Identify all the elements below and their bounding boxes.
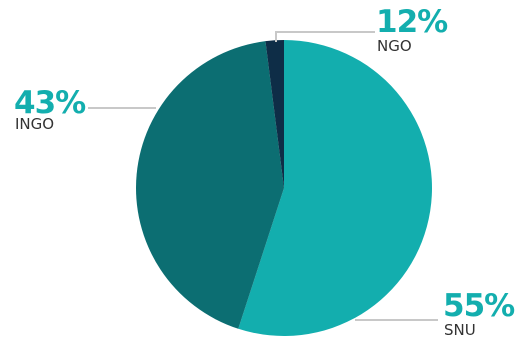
- category-label-snu: SNU: [444, 321, 476, 339]
- pie-slice-snu: [238, 40, 433, 337]
- category-label-ingo: INGO: [15, 115, 54, 133]
- pie-slice-ingo: [135, 41, 284, 329]
- percent-label-ingo: 43%: [14, 85, 86, 121]
- category-label-ngo: NGO: [377, 37, 412, 55]
- slice-labels: 55%SNU 43%INGO 12%NGO: [14, 4, 516, 339]
- pie-slice-ngo: [265, 40, 284, 188]
- percent-label-snu: 55%: [443, 288, 515, 324]
- leader-line-ngo: [275, 31, 375, 42]
- percent-label-ngo: 12%: [376, 4, 448, 40]
- leader-lines: [88, 31, 438, 321]
- pie-slices: [135, 40, 433, 337]
